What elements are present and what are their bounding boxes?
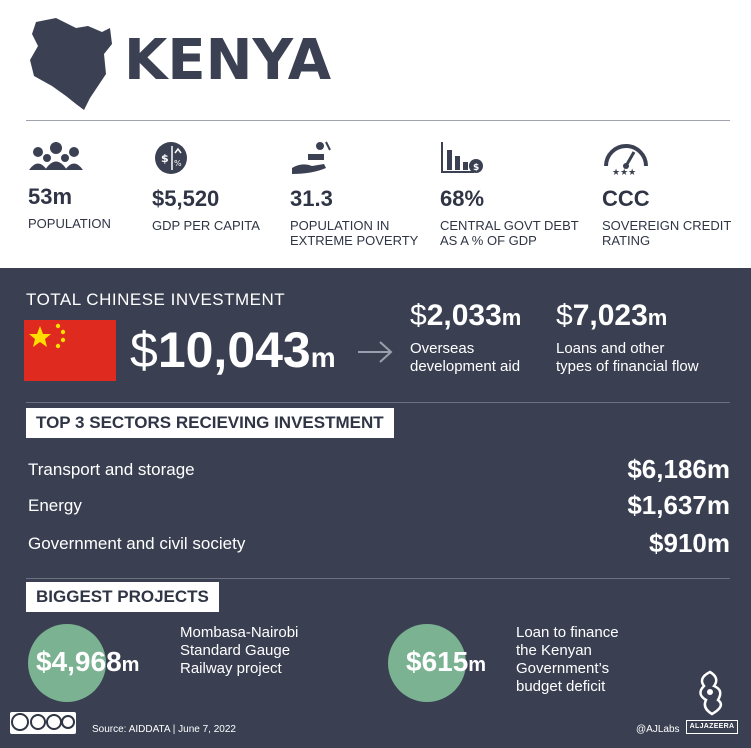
stat-label: SOVEREIGN CREDIT RATING xyxy=(602,218,732,248)
stat-label: POPULATION IN EXTREME POVERTY xyxy=(290,218,419,248)
stat-label: CENTRAL GOVT DEBT AS A % OF GDP xyxy=(440,218,579,248)
cc-license-icon xyxy=(11,713,75,731)
project-amount: $4,968m xyxy=(36,646,140,677)
divider xyxy=(26,578,730,579)
aljazeera-wordmark: ALJAZEERA xyxy=(686,720,738,734)
total-investment-label: TOTAL CHINESE INVESTMENT xyxy=(26,290,286,309)
china-flag-icon xyxy=(29,323,66,349)
sector-row: Government and civil society $910m xyxy=(28,528,730,558)
creative-commons-badge xyxy=(10,712,76,734)
stat-value: $5,520 xyxy=(152,186,220,211)
svg-text:%: % xyxy=(174,159,182,168)
svg-text:$: $ xyxy=(473,163,479,173)
aljazeera-logo-icon xyxy=(699,670,723,716)
sector-row: Energy $1,637m xyxy=(28,490,730,520)
stat-gdp: $ % $5,520 GDP PER CAPITA xyxy=(152,140,272,233)
divider xyxy=(26,120,730,121)
sector-row: Transport and storage $6,186m xyxy=(28,454,730,484)
divider xyxy=(26,402,730,403)
stat-value: 53m xyxy=(28,184,73,209)
stat-label: GDP PER CAPITA xyxy=(152,218,260,233)
project-circle xyxy=(28,624,106,702)
stat-value: CCC xyxy=(602,186,650,211)
china-flag xyxy=(24,320,116,381)
gdp-icon: $ % xyxy=(155,142,187,174)
stat-credit: ★★★ CCC SOVEREIGN CREDIT RATING xyxy=(602,140,742,248)
project-description: Loan to finance the Kenyan Government’s … xyxy=(516,624,619,695)
header: KENYA 53m POPULATION $ % $5,520 GDP PER … xyxy=(0,0,751,268)
stat-value: 31.3 xyxy=(290,186,333,211)
stat-poverty: 31.3 POPULATION IN EXTREME POVERTY xyxy=(290,140,420,248)
stat-value: 68% xyxy=(440,186,485,211)
source-text: Source: AIDDATA | June 7, 2022 xyxy=(92,724,236,735)
credit-gauge-icon: ★★★ xyxy=(604,144,648,176)
kenya-map-icon xyxy=(30,18,112,110)
ajlabs-handle: @AJLabs xyxy=(636,724,680,735)
stat-label: POPULATION xyxy=(28,216,111,231)
page-title: KENYA xyxy=(124,28,332,93)
investment-panel: TOTAL CHINESE INVESTMENT $10,043m $2,033… xyxy=(0,268,751,748)
debt-icon: $ xyxy=(441,142,483,173)
project-description: Mombasa-Nairobi Standard Gauge Railway p… xyxy=(180,624,299,677)
total-investment-amount: $10,043m xyxy=(130,322,336,378)
project-circle xyxy=(388,624,466,702)
poverty-icon xyxy=(292,141,331,174)
project-amount: $615m xyxy=(406,646,487,677)
svg-text:★★★: ★★★ xyxy=(612,168,636,176)
population-icon xyxy=(29,142,83,170)
loans-amount: $7,023m Loans and other types of financia… xyxy=(556,299,699,375)
projects-title: BIGGEST PROJECTS xyxy=(26,582,219,612)
svg-text:$: $ xyxy=(161,152,169,165)
sectors-title: TOP 3 SECTORS RECIEVING INVESTMENT xyxy=(26,408,394,438)
arrow-right-icon xyxy=(358,341,393,363)
aid-amount: $2,033m Overseas development aid xyxy=(410,299,522,375)
stat-debt: $ 68% CENTRAL GOVT DEBT AS A % OF GDP xyxy=(440,140,590,248)
stat-population: 53m POPULATION xyxy=(28,140,138,231)
